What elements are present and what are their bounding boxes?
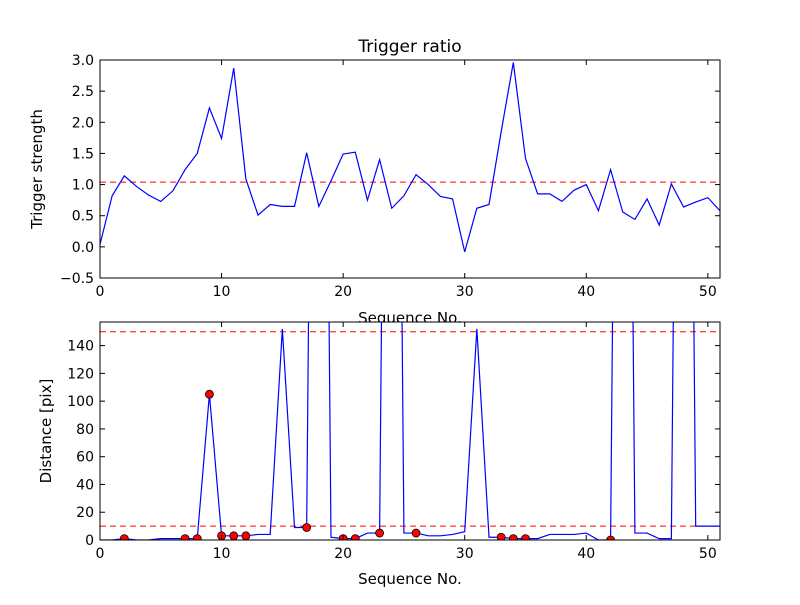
chart-title: Trigger ratio xyxy=(357,37,461,57)
y-tick-label: 40 xyxy=(76,477,94,493)
plot-area xyxy=(100,60,720,278)
plot-marks xyxy=(100,62,720,253)
data-point-marker xyxy=(521,534,530,540)
x-tick-label: 50 xyxy=(699,284,717,300)
x-tick-label: 10 xyxy=(213,546,231,562)
y-tick-label: 120 xyxy=(67,366,94,382)
data-point-marker xyxy=(241,531,251,540)
y-tick-label: 100 xyxy=(67,394,94,410)
x-tick-label: 50 xyxy=(699,546,717,562)
x-axis-label: Sequence No. xyxy=(358,570,462,588)
plot-area xyxy=(100,322,720,540)
data-point-marker xyxy=(508,534,518,540)
y-tick-label: 3.0 xyxy=(72,53,94,69)
series-line xyxy=(100,322,720,540)
x-tick-label: 30 xyxy=(456,284,474,300)
y-tick-label: 2.5 xyxy=(72,84,94,100)
x-tick-label: 20 xyxy=(334,284,352,300)
data-point-marker xyxy=(606,535,615,540)
data-point-marker xyxy=(205,389,214,399)
data-point-marker xyxy=(192,534,202,540)
y-tick-label: 0.0 xyxy=(72,240,94,256)
y-tick-label: 2.0 xyxy=(72,115,94,131)
plot-frame xyxy=(99,59,721,279)
x-tick-label: 40 xyxy=(577,284,595,300)
y-tick-label: 60 xyxy=(76,450,94,466)
y-axis-label: Trigger strength xyxy=(28,109,46,230)
data-point-marker xyxy=(119,534,129,540)
y-tick-label: 140 xyxy=(67,339,94,355)
tick-marks: 0 10 20 30 40 50 −0.5 0.0 0.5 1.0 1.5 2.0 2.5 3.0 xyxy=(60,53,720,300)
series-line xyxy=(100,62,720,253)
x-tick-label: 40 xyxy=(577,546,595,562)
y-tick-label: −0.5 xyxy=(60,271,94,287)
distance-chart: 0 10 20 30 40 50 0 20 40 60 80 100 120 140 Sequence N… xyxy=(37,321,721,588)
x-tick-label: 0 xyxy=(96,546,105,562)
y-tick-label: 0.5 xyxy=(72,209,94,225)
y-tick-label: 20 xyxy=(76,505,94,521)
x-tick-label: 20 xyxy=(334,546,352,562)
data-point-marker xyxy=(180,534,190,540)
data-point-marker xyxy=(496,532,506,540)
y-axis-label: Distance [pix] xyxy=(37,379,55,484)
y-tick-label: 80 xyxy=(76,422,94,438)
x-tick-label: 30 xyxy=(456,546,474,562)
y-tick-label: 0 xyxy=(85,533,94,549)
x-tick-label: 10 xyxy=(213,284,231,300)
data-point-marker xyxy=(411,528,421,538)
data-point-marker xyxy=(350,534,360,540)
plot-marks xyxy=(100,322,720,540)
plot-frame xyxy=(99,321,721,541)
data-point-marker xyxy=(375,528,385,538)
tick-marks: 0 10 20 30 40 50 0 20 40 60 80 100 120 140 xyxy=(67,322,720,562)
y-tick-label: 1.0 xyxy=(72,178,94,194)
trigger-ratio-chart: 0 10 20 30 40 50 −0.5 0.0 0.5 1.0 1.5 2.0 2.5 3.0 Tri… xyxy=(28,37,721,327)
data-point-marker xyxy=(302,523,312,532)
y-tick-label: 1.5 xyxy=(72,146,94,162)
x-tick-label: 0 xyxy=(96,284,105,300)
data-point-marker xyxy=(229,531,239,540)
